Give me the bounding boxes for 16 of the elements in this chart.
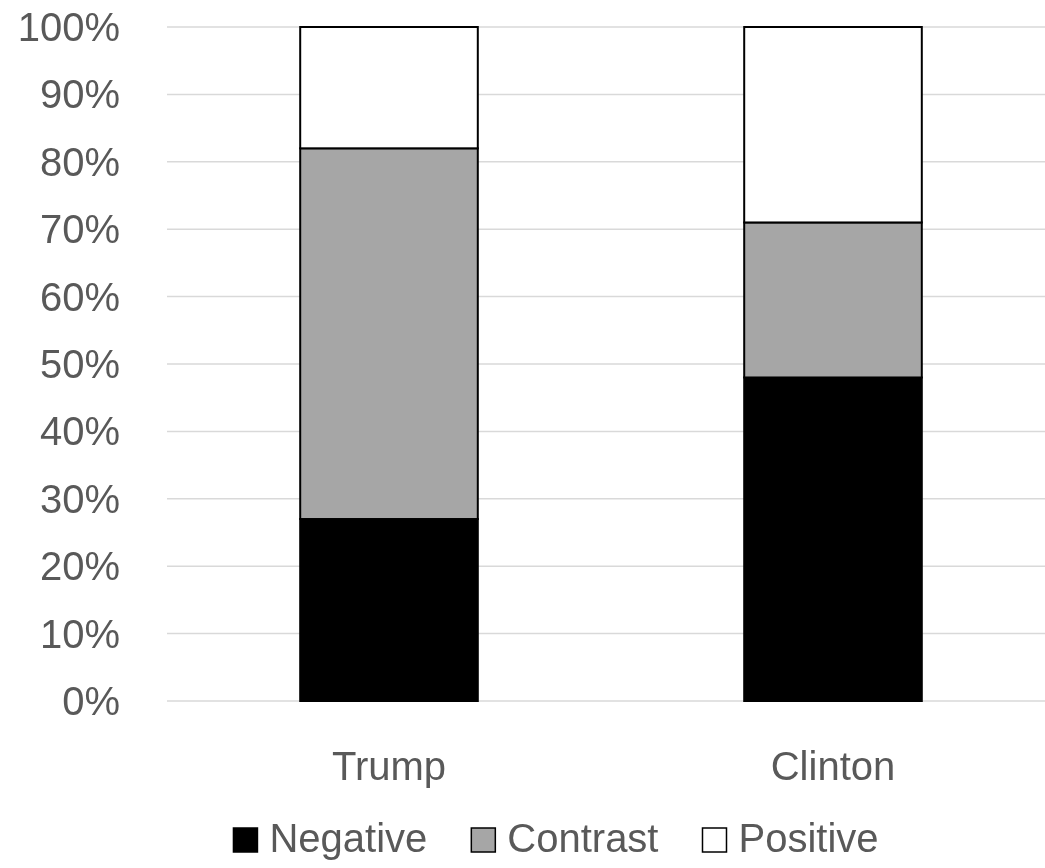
legend-label: Negative xyxy=(269,816,428,860)
x-tick-label: Trump xyxy=(331,744,447,788)
y-tick-label: 80% xyxy=(39,139,120,184)
y-tick-label: 10% xyxy=(39,611,120,656)
y-tick-label: 30% xyxy=(39,476,120,521)
y-tick-label: 90% xyxy=(39,72,120,117)
legend-label: Positive xyxy=(738,816,879,860)
y-tick-label: 60% xyxy=(39,274,120,319)
y-tick-label: 0% xyxy=(62,679,120,723)
y-tick-label: 20% xyxy=(39,544,120,589)
legend-label: Contrast xyxy=(507,816,659,860)
y-tick-label: 50% xyxy=(39,342,120,386)
y-tick-label: 70% xyxy=(39,207,120,252)
x-tick-label: Clinton xyxy=(770,744,896,788)
y-tick-label: 100% xyxy=(17,5,120,49)
y-tick-label: 40% xyxy=(39,409,120,454)
